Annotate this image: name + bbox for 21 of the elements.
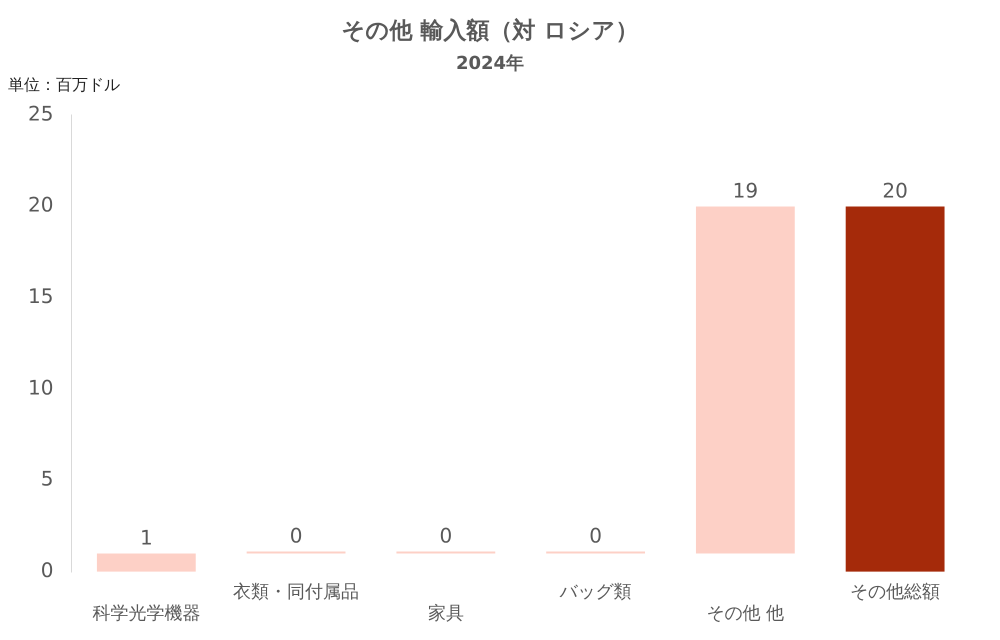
chart-title: その他 輸入額（対 ロシア） <box>341 16 639 44</box>
x-tick-label: 科学光学機器 <box>92 602 200 624</box>
x-tick-label: バッグ類 <box>558 581 632 602</box>
y-tick-label: 10 <box>28 375 54 400</box>
data-label: 0 <box>589 524 602 548</box>
x-tick-label: 衣類・同付属品 <box>233 581 360 602</box>
y-tick-label: 0 <box>40 558 54 582</box>
data-label: 1 <box>140 526 153 550</box>
data-label: 19 <box>732 178 758 203</box>
data-label: 20 <box>882 178 908 203</box>
y-tick-label: 5 <box>40 466 54 491</box>
data-label: 0 <box>290 524 302 548</box>
data-label: 0 <box>439 524 452 548</box>
x-tick-label: 家具 <box>428 602 464 624</box>
chart-subtitle: 2024年 <box>456 53 524 74</box>
text: 単位：百万ドル <box>8 75 120 94</box>
y-tick-label: 15 <box>28 284 54 308</box>
y-tick-label: 25 <box>28 101 54 126</box>
x-tick-label: その他総額 <box>850 581 940 602</box>
x-tick-label: その他 他 <box>706 602 784 624</box>
y-tick-label: 20 <box>28 192 54 217</box>
